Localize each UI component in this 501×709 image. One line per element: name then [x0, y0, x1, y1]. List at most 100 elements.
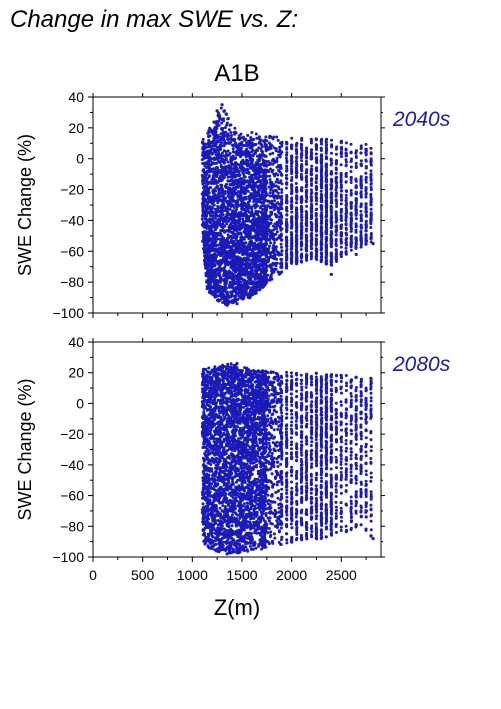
- scatter-point: [212, 235, 216, 239]
- scatter-point: [268, 134, 272, 138]
- scatter-point: [273, 222, 277, 226]
- scatter-point: [271, 151, 275, 155]
- scatter-point: [206, 265, 210, 269]
- scatter-point: [226, 117, 230, 120]
- scatter-point: [299, 142, 303, 146]
- scatter-point: [339, 140, 343, 144]
- scatter-point: [207, 191, 211, 195]
- scatter-point: [228, 212, 232, 216]
- scatter-point: [369, 169, 373, 173]
- scatter-point: [265, 206, 269, 210]
- scatter-point: [268, 244, 271, 248]
- scatter-point: [359, 243, 363, 247]
- scatter-point: [325, 143, 329, 147]
- scatter-point: [246, 133, 250, 137]
- scatter-point: [264, 149, 268, 153]
- scatter-point: [235, 234, 239, 238]
- scatter-point: [263, 209, 267, 213]
- scatter-point: [261, 183, 265, 187]
- scatter-point: [268, 201, 272, 205]
- scatter-point: [319, 215, 323, 219]
- scatter-point: [268, 152, 272, 156]
- scatter-point: [234, 208, 238, 212]
- scatter-point: [203, 164, 207, 168]
- scatter-point: [359, 234, 363, 238]
- scatter-point: [240, 226, 244, 230]
- scatter-point: [209, 265, 213, 269]
- scatter-point: [228, 283, 232, 286]
- scatter-point: [359, 151, 363, 155]
- scatter-point: [220, 135, 224, 139]
- scatter-point: [279, 258, 283, 262]
- scatter-point: [344, 164, 348, 168]
- scatter-point: [354, 228, 358, 232]
- scatter-point: [339, 210, 343, 214]
- scatter-point: [350, 157, 353, 161]
- scatter-point: [207, 162, 211, 166]
- scatter-point: [245, 223, 249, 227]
- scatter-point: [210, 229, 214, 233]
- scatter-point: [210, 217, 214, 221]
- scatter-point: [217, 176, 221, 180]
- scatter-point: [305, 174, 309, 178]
- scatter-point: [349, 150, 353, 154]
- scatter-point: [263, 160, 267, 164]
- scatter-point: [320, 160, 324, 164]
- scatter-point: [280, 245, 283, 249]
- scatter-point: [200, 158, 204, 162]
- scatter-point: [233, 256, 237, 260]
- scatter-point: [214, 256, 218, 260]
- scatter-point: [261, 222, 265, 226]
- scatter-point: [202, 205, 206, 209]
- scatter-point: [305, 180, 309, 184]
- scatter-point: [275, 215, 279, 219]
- scatter-point: [290, 196, 294, 200]
- scatter-point: [224, 130, 228, 134]
- scatter-point: [325, 203, 329, 207]
- scatter-point: [231, 258, 235, 262]
- scatter-point: [285, 161, 289, 164]
- scatter-point: [240, 177, 244, 181]
- scatter-point: [305, 197, 309, 200]
- scatter-point: [324, 180, 328, 184]
- scatter-point: [354, 217, 358, 221]
- scatter-point: [266, 217, 269, 221]
- scatter-point: [272, 241, 276, 245]
- scatter-point: [268, 144, 272, 148]
- scatter-point: [249, 146, 253, 150]
- scatter-point: [369, 213, 373, 217]
- scatter-point: [290, 226, 293, 230]
- scatter-point: [314, 237, 318, 241]
- scatter-point: [225, 291, 229, 294]
- scatter-point: [271, 157, 275, 161]
- scatter-point: [259, 147, 263, 151]
- scatter-point: [220, 252, 224, 256]
- scatter-point: [300, 176, 304, 180]
- scatter-point: [294, 174, 298, 178]
- scatter-point: [349, 241, 353, 245]
- scatter-point: [320, 219, 323, 223]
- scatter-point: [223, 259, 227, 263]
- scatter-point: [218, 294, 222, 298]
- scatter-point: [354, 213, 358, 217]
- scatter-point: [210, 147, 213, 151]
- scatter-point: [266, 259, 270, 263]
- scatter-point: [219, 205, 223, 209]
- scatter-point: [228, 151, 232, 155]
- scatter-point: [309, 240, 313, 244]
- scatter-point: [314, 214, 318, 218]
- scatter-point: [241, 190, 245, 194]
- scatter-point: [344, 160, 348, 164]
- scatter-point: [314, 152, 318, 156]
- scatter-point: [203, 246, 207, 250]
- scatter-point: [260, 213, 264, 217]
- scatter-point: [274, 184, 278, 188]
- scatter-point: [349, 216, 353, 219]
- scatter-point: [238, 214, 242, 218]
- scatter-point: [304, 153, 308, 157]
- scatter-point: [329, 239, 333, 243]
- scatter-point: [211, 211, 215, 215]
- scatter-point: [255, 180, 259, 184]
- scatter-point: [247, 243, 251, 246]
- scatter-point: [344, 228, 348, 231]
